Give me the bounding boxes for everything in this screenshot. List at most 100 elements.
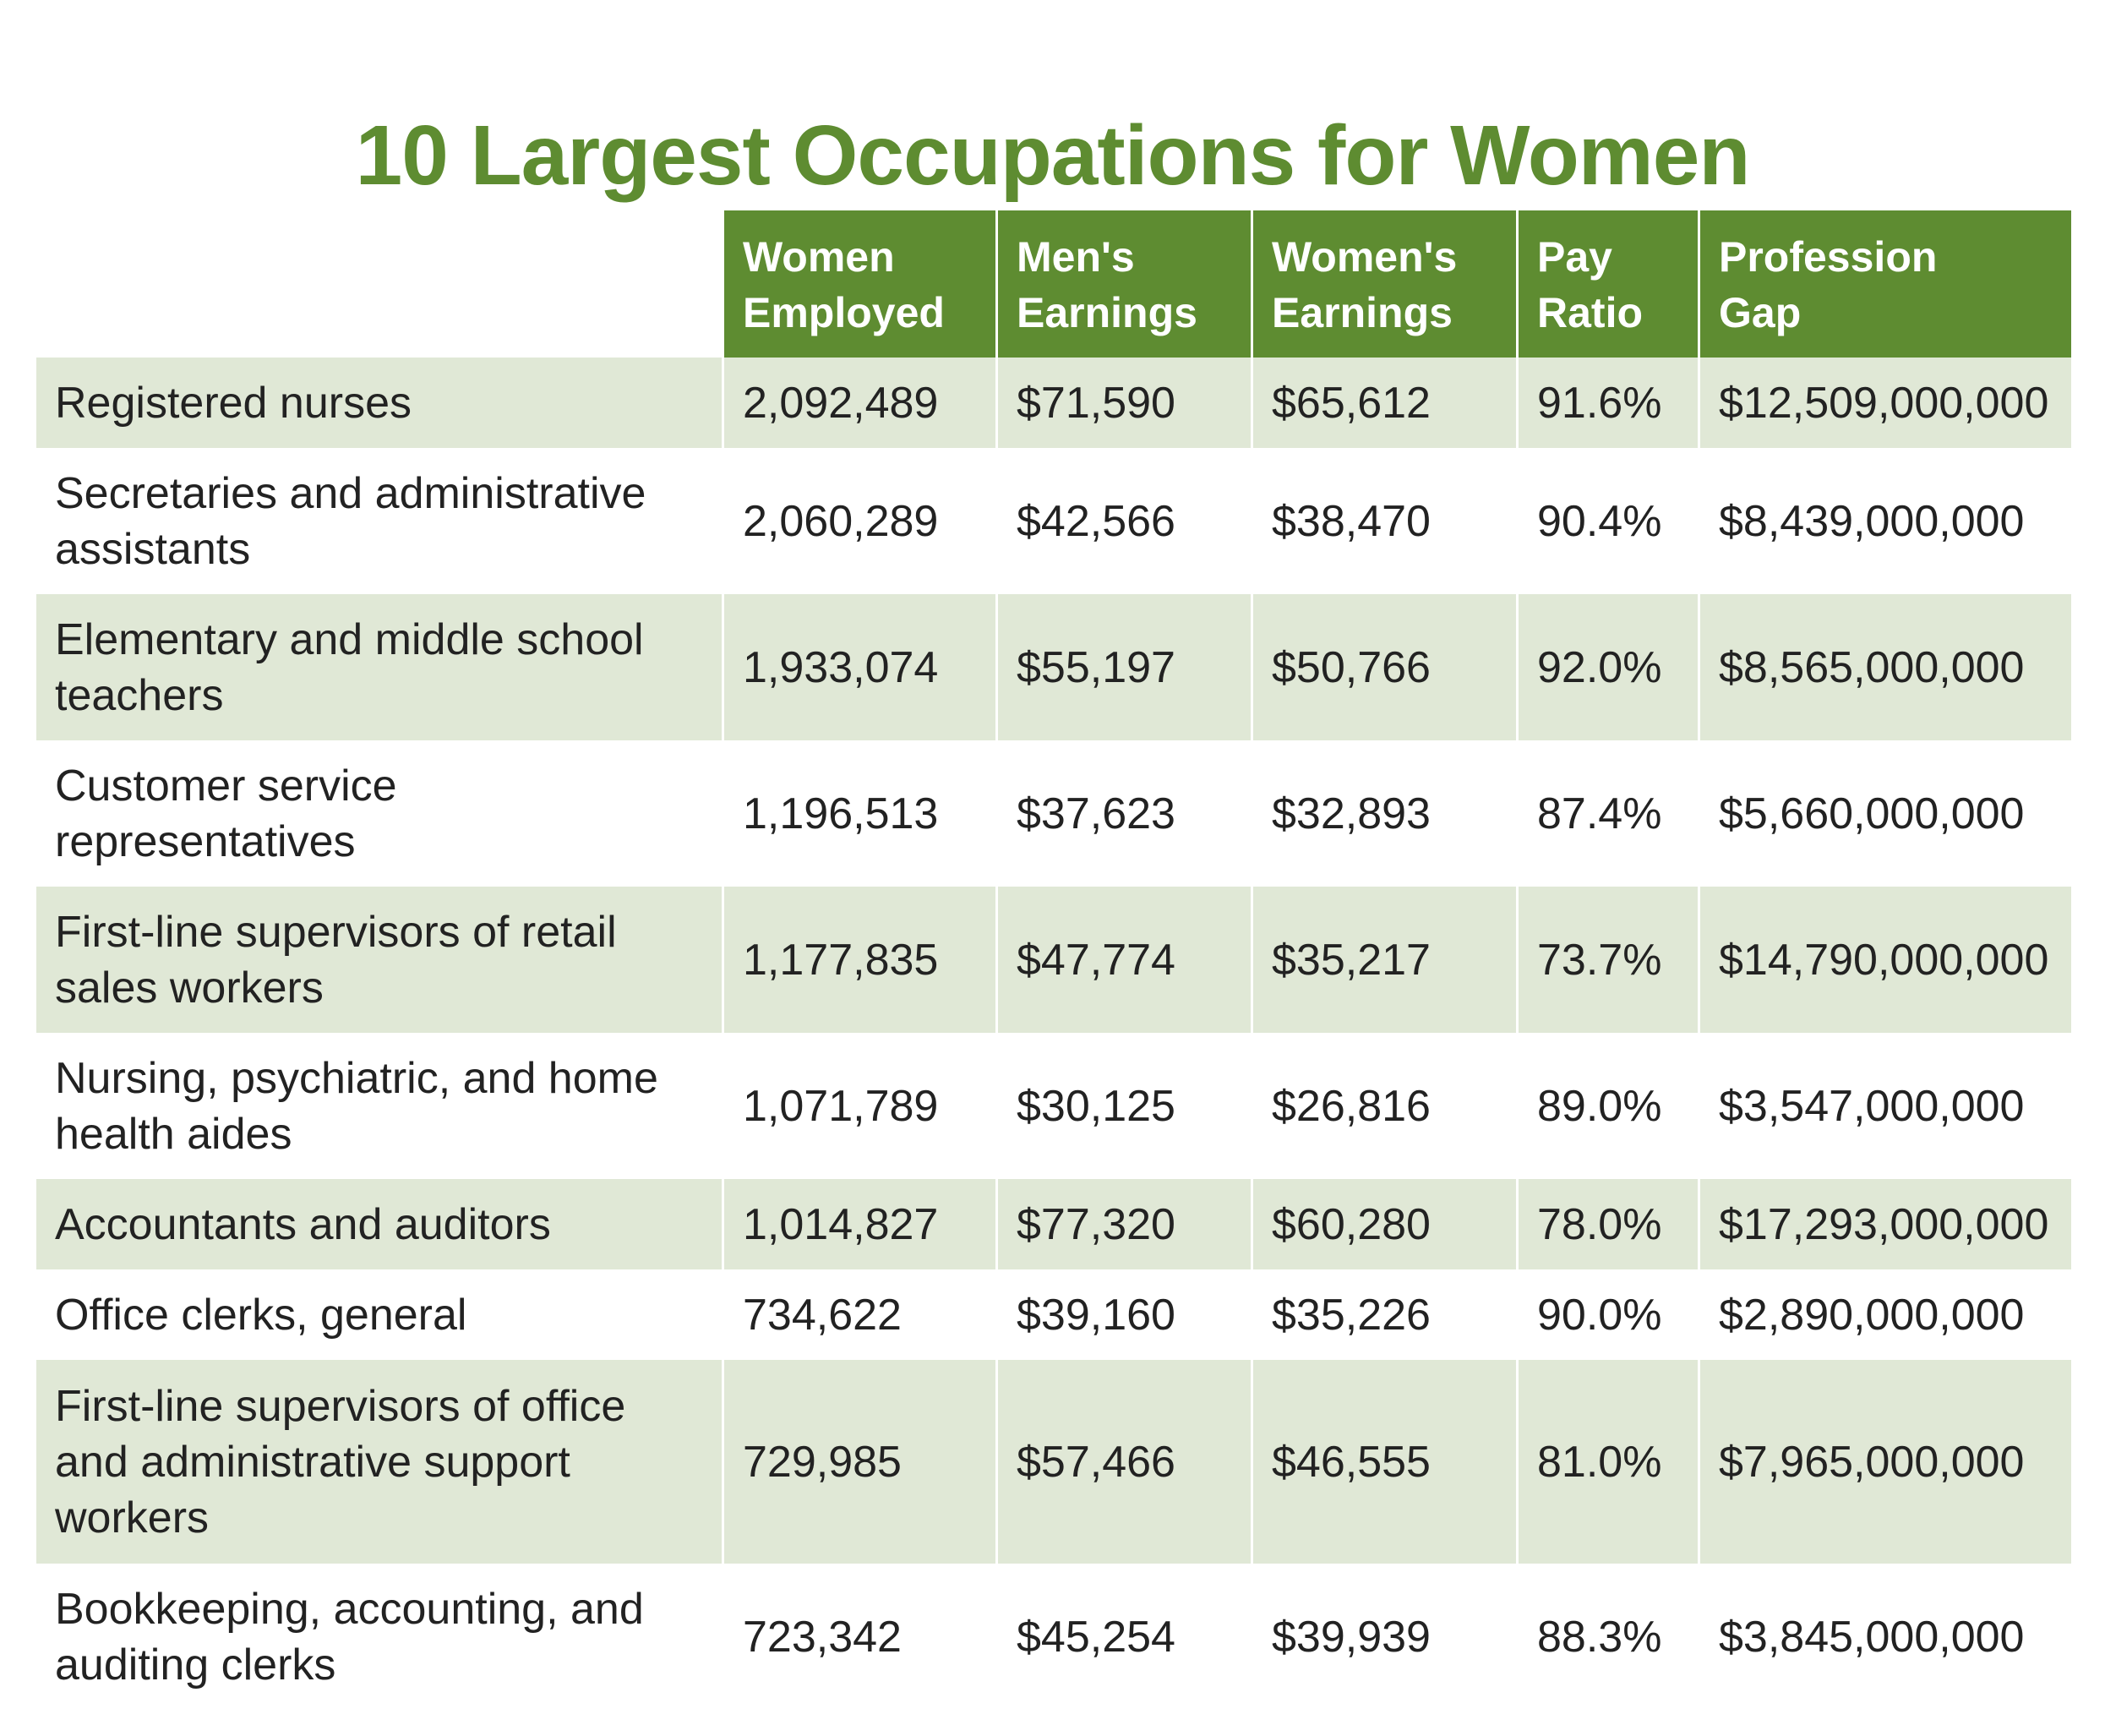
occupation-line: Registered nurses — [55, 378, 412, 428]
pay-ratio-cell: 90.0% — [1516, 1269, 1700, 1360]
womens-earnings-cell: $26,816 — [1251, 1033, 1519, 1179]
mens-earnings-cell: $45,254 — [995, 1564, 1253, 1710]
occupations-table: Women Employed Men's Earnings Women's Earning… — [34, 210, 2074, 1710]
profession-gap-cell: $14,790,000,000 — [1698, 887, 2074, 1033]
table-row: Customer service representatives 1,196,513… — [34, 740, 2074, 887]
occupation-line: and administrative support — [55, 1437, 570, 1487]
mens-earnings-cell: $39,160 — [995, 1269, 1253, 1360]
mens-earnings-cell: $47,774 — [995, 887, 1253, 1033]
womens-earnings-cell: $32,893 — [1251, 740, 1519, 887]
occupation-cell: Office clerks, general — [34, 1269, 724, 1360]
header-blank — [34, 210, 724, 358]
pay-ratio-cell: 81.0% — [1516, 1360, 1700, 1564]
pay-ratio-cell: 92.0% — [1516, 594, 1700, 740]
profession-gap-cell: $8,439,000,000 — [1698, 448, 2074, 594]
table-header: Women Employed Men's Earnings Women's Earning… — [34, 210, 2074, 358]
header-pay-ratio-line: Ratio — [1537, 289, 1643, 336]
mens-earnings-cell: $57,466 — [995, 1360, 1253, 1564]
occupation-line: assistants — [55, 524, 251, 574]
table-row: Bookkeeping, accounting, and auditing cle… — [34, 1564, 2074, 1710]
womens-earnings-cell: $39,939 — [1251, 1564, 1519, 1710]
occupation-line: Nursing, psychiatric, and home — [55, 1053, 658, 1103]
header-row: Women Employed Men's Earnings Women's Earning… — [34, 210, 2074, 358]
occupation-line: Customer service — [55, 761, 397, 811]
occupation-line: Elementary and middle school — [55, 614, 644, 664]
occupation-cell: Registered nurses — [34, 358, 724, 448]
header-women-employed-line: Employed — [743, 289, 945, 336]
womens-earnings-cell: $35,226 — [1251, 1269, 1519, 1360]
table-row: Secretaries and administrative assistants… — [34, 448, 2074, 594]
occupation-line: First-line supervisors of office — [55, 1381, 626, 1431]
womens-earnings-cell: $46,555 — [1251, 1360, 1519, 1564]
occupation-line: health aides — [55, 1109, 292, 1159]
occupation-cell: First-line supervisors of office and admi… — [34, 1360, 724, 1564]
occupation-line: Bookkeeping, accounting, and — [55, 1584, 644, 1634]
pay-ratio-cell: 88.3% — [1516, 1564, 1700, 1710]
womens-earnings-cell: $60,280 — [1251, 1179, 1519, 1269]
table-row: Registered nurses 2,092,489 $71,590 $65,612… — [34, 358, 2074, 448]
pay-ratio-cell: 91.6% — [1516, 358, 1700, 448]
occupations-table-container: Women Employed Men's Earnings Women's Earning… — [34, 210, 2074, 1710]
occupation-line: Accountants and auditors — [55, 1199, 551, 1249]
header-pay-ratio: Pay Ratio — [1516, 210, 1700, 358]
header-womens-earnings: Women's Earnings — [1251, 210, 1519, 358]
table-row: First-line supervisors of office and admi… — [34, 1360, 2074, 1564]
mens-earnings-cell: $71,590 — [995, 358, 1253, 448]
womens-earnings-cell: $50,766 — [1251, 594, 1519, 740]
occupation-cell: Elementary and middle school teachers — [34, 594, 724, 740]
header-pay-ratio-line: Pay — [1537, 233, 1612, 281]
header-profession-gap-line: Gap — [1719, 289, 1802, 336]
women-employed-cell: 1,196,513 — [722, 740, 998, 887]
header-mens-earnings: Men's Earnings — [995, 210, 1253, 358]
occupation-line: representatives — [55, 816, 356, 866]
profession-gap-cell: $8,565,000,000 — [1698, 594, 2074, 740]
occupation-line: workers — [55, 1493, 210, 1542]
occupation-cell: Secretaries and administrative assistants — [34, 448, 724, 594]
pay-ratio-cell: 78.0% — [1516, 1179, 1700, 1269]
occupation-line: auditing clerks — [55, 1640, 336, 1690]
profession-gap-cell: $12,509,000,000 — [1698, 358, 2074, 448]
header-profession-gap-line: Profession — [1719, 233, 1938, 281]
mens-earnings-cell: $55,197 — [995, 594, 1253, 740]
header-womens-earnings-line: Women's — [1272, 233, 1458, 281]
table-body: Registered nurses 2,092,489 $71,590 $65,612… — [34, 358, 2074, 1710]
table-row: Elementary and middle school teachers 1,93… — [34, 594, 2074, 740]
header-women-employed: Women Employed — [722, 210, 998, 358]
header-womens-earnings-line: Earnings — [1272, 289, 1453, 336]
mens-earnings-cell: $30,125 — [995, 1033, 1253, 1179]
pay-ratio-cell: 87.4% — [1516, 740, 1700, 887]
profession-gap-cell: $3,845,000,000 — [1698, 1564, 2074, 1710]
profession-gap-cell: $3,547,000,000 — [1698, 1033, 2074, 1179]
chart-title: 10 Largest Occupations for Women — [355, 108, 1751, 203]
occupation-line: First-line supervisors of retail — [55, 907, 617, 957]
women-employed-cell: 1,071,789 — [722, 1033, 998, 1179]
table-row: Accountants and auditors 1,014,827 $77,320… — [34, 1179, 2074, 1269]
profession-gap-cell: $17,293,000,000 — [1698, 1179, 2074, 1269]
occupation-line: teachers — [55, 670, 224, 720]
mens-earnings-cell: $37,623 — [995, 740, 1253, 887]
header-mens-earnings-line: Men's — [1017, 233, 1135, 281]
occupation-cell: Accountants and auditors — [34, 1179, 724, 1269]
womens-earnings-cell: $35,217 — [1251, 887, 1519, 1033]
women-employed-cell: 1,177,835 — [722, 887, 998, 1033]
women-employed-cell: 723,342 — [722, 1564, 998, 1710]
women-employed-cell: 1,014,827 — [722, 1179, 998, 1269]
occupation-cell: First-line supervisors of retail sales wo… — [34, 887, 724, 1033]
occupation-line: sales workers — [55, 963, 324, 1013]
womens-earnings-cell: $38,470 — [1251, 448, 1519, 594]
profession-gap-cell: $7,965,000,000 — [1698, 1360, 2074, 1564]
mens-earnings-cell: $77,320 — [995, 1179, 1253, 1269]
pay-ratio-cell: 73.7% — [1516, 887, 1700, 1033]
header-women-employed-line: Women — [743, 233, 895, 281]
women-employed-cell: 2,060,289 — [722, 448, 998, 594]
womens-earnings-cell: $65,612 — [1251, 358, 1519, 448]
table-row: Office clerks, general 734,622 $39,160 $35,… — [34, 1269, 2074, 1360]
women-employed-cell: 2,092,489 — [722, 358, 998, 448]
occupation-line: Office clerks, general — [55, 1290, 467, 1340]
occupation-cell: Bookkeeping, accounting, and auditing cle… — [34, 1564, 724, 1710]
header-mens-earnings-line: Earnings — [1017, 289, 1197, 336]
occupation-cell: Nursing, psychiatric, and home health aid… — [34, 1033, 724, 1179]
occupation-line: Secretaries and administrative — [55, 468, 646, 518]
women-employed-cell: 1,933,074 — [722, 594, 998, 740]
pay-ratio-cell: 90.4% — [1516, 448, 1700, 594]
